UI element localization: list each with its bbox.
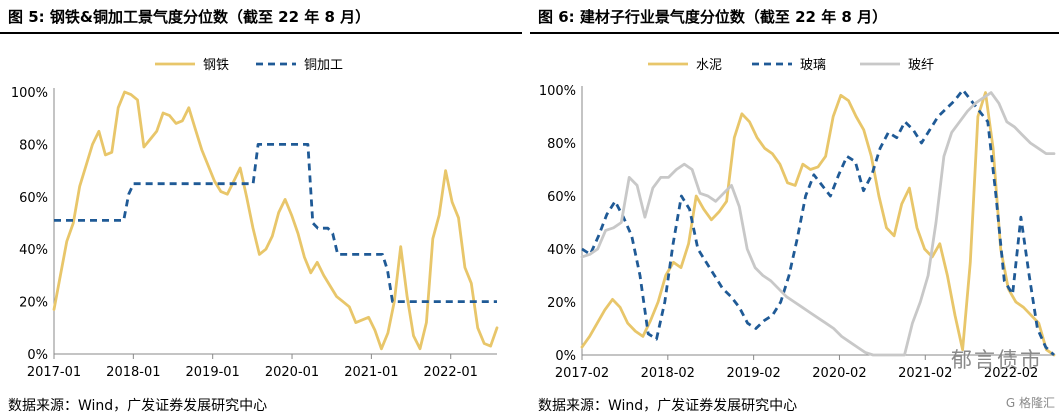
steel-copper-chart: 0% 20% 40% 60% 80% 100% 2017-01 2018-01 2019-01 2… (11, 58, 499, 380)
y-tick-label: 0% (27, 348, 48, 363)
y-tick-label: 40% (547, 243, 576, 258)
legend-label-1: 铜加工 (304, 58, 343, 73)
series-line-0 (52, 90, 499, 351)
legend-label-1: 玻璃 (800, 58, 826, 73)
figure-6-title-rule (530, 32, 1059, 34)
legend-label-0: 钢铁 (203, 58, 229, 73)
figure-5-title-rule (0, 32, 522, 34)
x-tick-label: 2019-02 (726, 366, 780, 381)
y-tick-label: 80% (19, 138, 48, 153)
x-tick-label: 2021-01 (344, 365, 398, 380)
x-tick-label: 2022-02 (984, 366, 1038, 381)
figure-6-panel: 图 6: 建材子行业景气度分位数（截至 22 年 8 月） 0% 20% 40% 60… (530, 0, 1059, 417)
series-line-0 (580, 91, 1056, 357)
figure-6-source: 数据来源：Wind，广发证券发展研究中心 (538, 398, 798, 414)
series-line-1 (581, 88, 1055, 357)
y-tick-label: 40% (19, 243, 48, 258)
x-tick-label: 2020-01 (265, 365, 319, 380)
x-tick-label: 2017-02 (555, 366, 609, 381)
watermark-badge: G 格隆汇 (1005, 396, 1055, 410)
x-tick-label: 2019-01 (186, 365, 240, 380)
x-tick-label: 2021-02 (898, 366, 952, 381)
series-line-2 (580, 91, 1056, 357)
y-tick-label: 0% (555, 349, 576, 364)
x-tick-label: 2017-01 (27, 365, 81, 380)
x-tick-label: 2018-01 (106, 365, 160, 380)
figure-6-title: 图 6: 建材子行业景气度分位数（截至 22 年 8 月） (538, 8, 888, 26)
figure-5-title: 图 5: 钢铁&铜加工景气度分位数（截至 22 年 8 月） (8, 8, 371, 26)
y-tick-label: 60% (547, 190, 576, 205)
y-tick-label: 20% (19, 296, 48, 311)
x-tick-label: 2018-02 (641, 366, 695, 381)
y-tick-label: 60% (19, 191, 48, 206)
series-line-1 (54, 142, 497, 304)
building-materials-chart: 0% 20% 40% 60% 80% 100% 2017-02 2018-02 2019-02 2… (539, 58, 1056, 381)
x-tick-label: 2022-01 (424, 365, 478, 380)
y-tick-label: 80% (547, 137, 576, 152)
figure-5-panel: 图 5: 钢铁&铜加工景气度分位数（截至 22 年 8 月） 0% 20% 40% 6… (0, 8, 522, 414)
watermark-text: 郁言债市 (951, 348, 1043, 372)
legend-label-0: 水泥 (696, 58, 722, 73)
y-tick-label: 20% (547, 296, 576, 311)
y-tick-label: 100% (11, 86, 48, 101)
y-tick-label: 100% (539, 84, 576, 99)
x-tick-label: 2020-02 (812, 366, 866, 381)
figure-5-source: 数据来源：Wind，广发证券发展研究中心 (8, 398, 268, 414)
legend-label-2: 玻纤 (908, 58, 934, 73)
